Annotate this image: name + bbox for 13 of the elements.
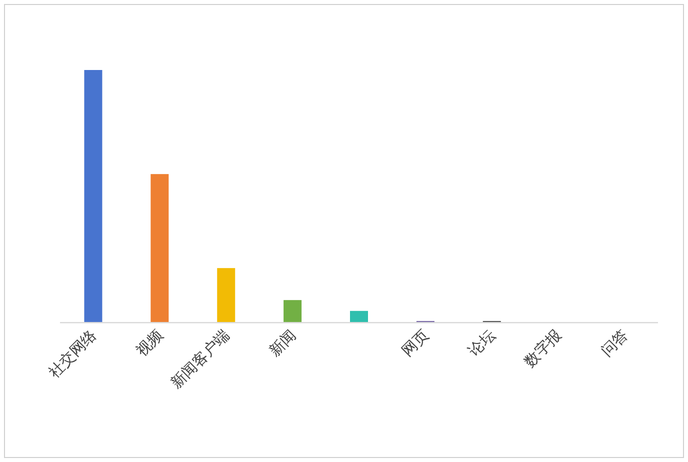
x-tick-label: 新闻 [265, 326, 300, 360]
bar [284, 300, 302, 322]
x-tick-label: 问答 [598, 326, 632, 360]
x-tick-label: 新闻客户端 [167, 326, 233, 392]
x-tick-label: 论坛 [464, 326, 499, 360]
x-tick-label: 网页 [398, 326, 432, 360]
x-tick-label: 视频 [132, 326, 166, 360]
bar [350, 310, 368, 322]
x-tick-label: 数字报 [520, 326, 566, 371]
bar [150, 174, 169, 322]
x-tick-label: 社交网络 [44, 326, 100, 382]
bar [217, 268, 236, 322]
bar [84, 70, 102, 322]
